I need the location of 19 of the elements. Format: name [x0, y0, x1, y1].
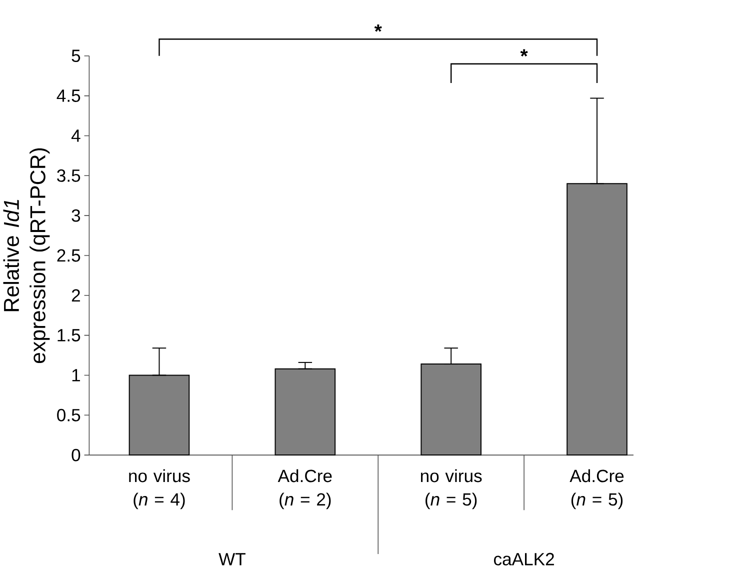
- y-tick-label: 1.5: [58, 329, 80, 342]
- x-tick-label: no virus (n = 5): [420, 469, 482, 510]
- text: *: [374, 24, 382, 32]
- x-tick-label: Ad.Cre (n = 2): [278, 469, 332, 510]
- annotation: *: [520, 49, 528, 57]
- y-tick-label: 0.5: [57, 409, 80, 422]
- y-tick-label: 2.5: [57, 249, 80, 262]
- y-tick-label: 1: [72, 369, 80, 382]
- y-tick-label: 3: [72, 209, 80, 222]
- y-tick-label: 3.5: [57, 170, 80, 182]
- y-tick-label: 0: [72, 448, 80, 462]
- text: WT: [218, 553, 246, 566]
- y-tick-label: 5: [72, 50, 80, 62]
- y-tick-label: 2: [72, 289, 80, 302]
- y-tick-label: 4.5: [56, 90, 80, 102]
- x-tick-label: no virus (n = 4): [129, 469, 190, 510]
- text: caALK2: [494, 553, 554, 566]
- y-tick-label: 4: [71, 130, 80, 142]
- x-tick-label: Ad.Cre (n = 5): [570, 469, 624, 510]
